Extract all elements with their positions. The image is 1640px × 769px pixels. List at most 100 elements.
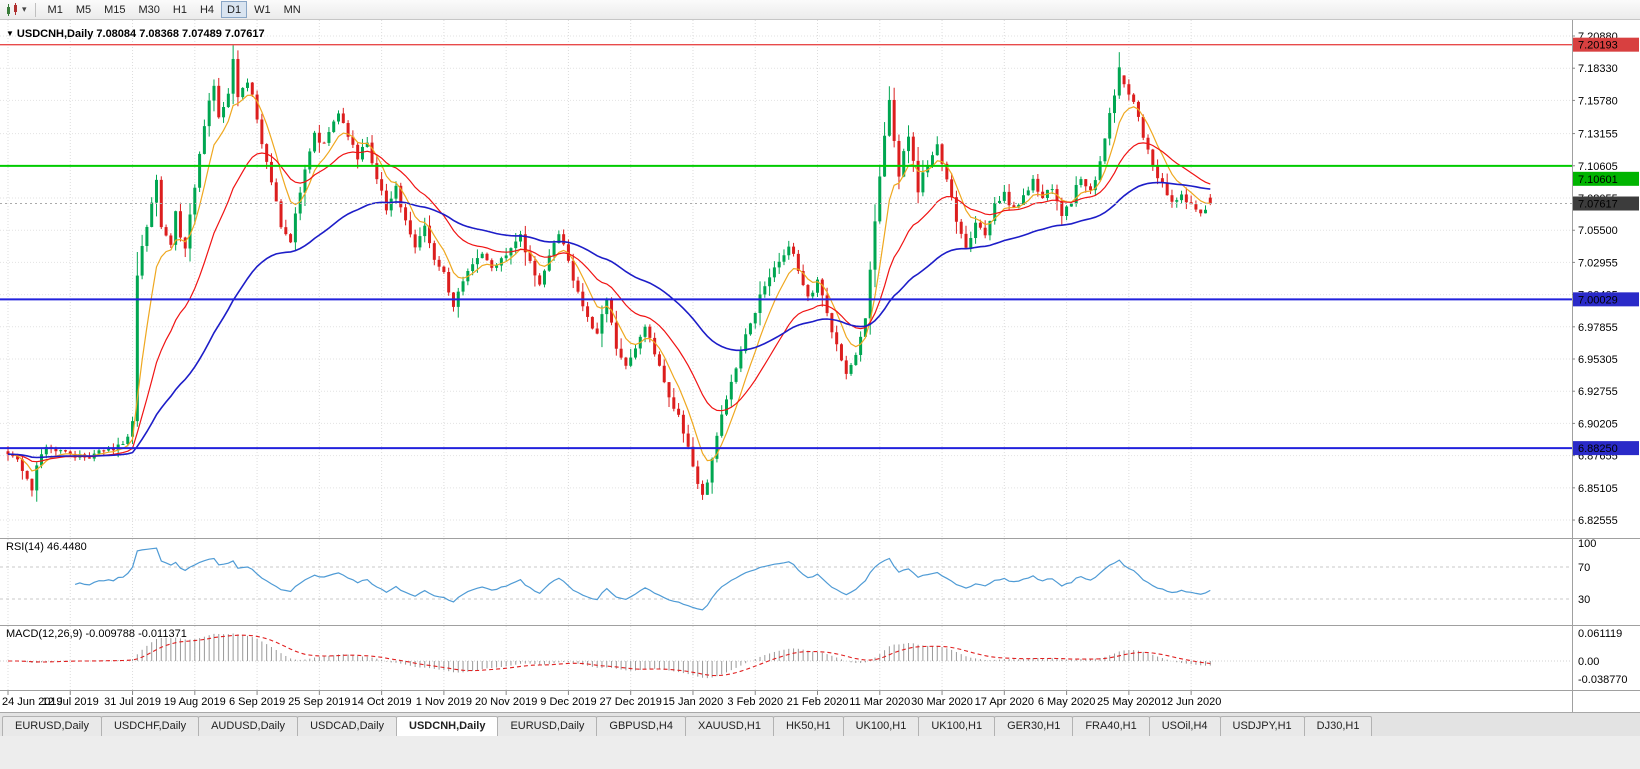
ma-slow-line — [7, 181, 1211, 459]
timeframe-group: M1 M5 M15 M30 H1 H4 D1 W1 MN — [42, 1, 307, 18]
svg-text:7.05500: 7.05500 — [1578, 225, 1618, 237]
chart-title: ▼ USDCNH,Daily 7.08084 7.08368 7.07489 7.… — [6, 28, 265, 40]
rsi-line — [74, 547, 1211, 611]
rsi-label: RSI(14) 46.4480 — [6, 541, 87, 553]
macd-panel — [0, 633, 1572, 679]
svg-text:25 Sep 2019: 25 Sep 2019 — [288, 696, 350, 708]
timeframe-button-w1[interactable]: W1 — [248, 1, 277, 18]
svg-text:12 Jun 2020: 12 Jun 2020 — [1161, 696, 1222, 708]
rsi-panel — [0, 547, 1572, 611]
chart-type-icon[interactable] — [4, 2, 22, 18]
svg-text:0.061119: 0.061119 — [1578, 628, 1622, 640]
svg-text:6.85105: 6.85105 — [1578, 483, 1618, 495]
chart-type-dropdown-icon[interactable]: ▾ — [22, 4, 27, 14]
svg-text:21 Feb 2020: 21 Feb 2020 — [787, 696, 849, 708]
svg-text:12 Jul 2019: 12 Jul 2019 — [42, 696, 99, 708]
svg-text:9 Dec 2019: 9 Dec 2019 — [540, 696, 596, 708]
collapse-chart-icon[interactable]: ▼ — [6, 29, 14, 38]
chart-area[interactable]: 7.208807.183307.157807.131557.106057.080… — [0, 20, 1640, 712]
ohlc-open: 7.08084 — [96, 28, 137, 40]
chart-tab-ger30-h1[interactable]: GER30,H1 — [994, 716, 1074, 736]
svg-text:30 Mar 2020: 30 Mar 2020 — [911, 696, 973, 708]
timeframe-button-m5[interactable]: M5 — [70, 1, 97, 18]
timeframe-button-m15[interactable]: M15 — [98, 1, 131, 18]
macd-signal-line — [8, 634, 1211, 677]
ohlc-high: 7.08368 — [139, 28, 179, 40]
svg-text:20 Nov 2019: 20 Nov 2019 — [475, 696, 537, 708]
svg-text:100: 100 — [1578, 538, 1596, 550]
svg-text:7.00029: 7.00029 — [1578, 294, 1618, 306]
chart-tab-usdcnh-daily[interactable]: USDCNH,Daily — [396, 716, 499, 736]
timeframe-button-m30[interactable]: M30 — [133, 1, 166, 18]
svg-text:6.90205: 6.90205 — [1578, 418, 1618, 430]
rsi-name: RSI(14) — [6, 541, 44, 553]
svg-text:-0.038770: -0.038770 — [1578, 674, 1628, 686]
chart-tab-uk100-h1[interactable]: UK100,H1 — [842, 716, 920, 736]
chart-tab-audusd-daily[interactable]: AUDUSD,Daily — [198, 716, 299, 736]
svg-text:6 May 2020: 6 May 2020 — [1038, 696, 1095, 708]
svg-text:0.00: 0.00 — [1578, 656, 1599, 668]
svg-text:17 Apr 2020: 17 Apr 2020 — [975, 696, 1034, 708]
timeframe-button-d1[interactable]: D1 — [221, 1, 248, 18]
macd-values: -0.009788 -0.011371 — [85, 628, 187, 640]
ohlc-low: 7.07489 — [182, 28, 222, 40]
chart-tab-uk100-h1[interactable]: UK100,H1 — [918, 716, 996, 736]
chart-tab-fra40-h1[interactable]: FRA40,H1 — [1072, 716, 1150, 736]
price-badges: 7.20193 7.10601 7.00029 6.88250 7.07617 — [1573, 37, 1639, 456]
svg-text:6.97855: 6.97855 — [1578, 322, 1618, 334]
chart-tab-eurusd-daily[interactable]: EURUSD,Daily — [497, 716, 598, 736]
chart-tab-xauusd-h1[interactable]: XAUUSD,H1 — [684, 716, 774, 736]
ma-medium-line — [7, 142, 1211, 463]
timeframe-button-m1[interactable]: M1 — [42, 1, 69, 18]
svg-text:7.10601: 7.10601 — [1578, 174, 1618, 186]
svg-text:30: 30 — [1578, 594, 1590, 606]
chart-tab-usoil-h4[interactable]: USOil,H4 — [1148, 716, 1221, 736]
svg-text:11 Mar 2020: 11 Mar 2020 — [849, 696, 910, 708]
toolbar: ▾ M1 M5 M15 M30 H1 H4 D1 W1 MN — [0, 0, 1640, 20]
ma-fast-line — [7, 94, 1211, 472]
chart-tab-usdcad-daily[interactable]: USDCAD,Daily — [297, 716, 398, 736]
chart-tab-bar: EURUSD,Daily USDCHF,Daily AUDUSD,Daily USDC… — [0, 712, 1640, 736]
svg-text:6 Sep 2019: 6 Sep 2019 — [229, 696, 285, 708]
panel-separators — [0, 20, 1640, 712]
svg-text:1 Nov 2019: 1 Nov 2019 — [416, 696, 472, 708]
macd-name: MACD(12,26,9) — [6, 628, 83, 640]
svg-text:14 Oct 2019: 14 Oct 2019 — [352, 696, 412, 708]
svg-text:24 Jun 2019: 24 Jun 2019 — [2, 696, 63, 708]
svg-text:15 Jan 2020: 15 Jan 2020 — [663, 696, 724, 708]
chart-canvas[interactable]: 7.208807.183307.157807.131557.106057.080… — [0, 20, 1640, 712]
horizontal-lines — [0, 43, 1572, 450]
chart-tab-usdchf-daily[interactable]: USDCHF,Daily — [100, 716, 200, 736]
svg-text:7.02955: 7.02955 — [1578, 257, 1618, 269]
svg-text:3 Feb 2020: 3 Feb 2020 — [727, 696, 783, 708]
svg-text:25 May 2020: 25 May 2020 — [1097, 696, 1161, 708]
chart-symbol: USDCNH,Daily — [16, 28, 94, 40]
chart-tab-gbpusd-h4[interactable]: GBPUSD,H4 — [596, 716, 686, 736]
svg-text:27 Dec 2019: 27 Dec 2019 — [600, 696, 662, 708]
svg-text:7.18330: 7.18330 — [1578, 63, 1618, 75]
svg-text:6.95305: 6.95305 — [1578, 354, 1618, 366]
timeframe-button-mn[interactable]: MN — [278, 1, 307, 18]
chart-tab-dj30-h1[interactable]: DJ30,H1 — [1303, 716, 1373, 736]
chart-tab-eurusd-daily[interactable]: EURUSD,Daily — [2, 716, 102, 736]
svg-text:6.88250: 6.88250 — [1578, 443, 1618, 455]
toolbar-separator — [34, 2, 36, 17]
timeframe-button-h4[interactable]: H4 — [194, 1, 220, 18]
svg-text:6.82555: 6.82555 — [1578, 515, 1618, 527]
ohlc-close: 7.07617 — [224, 28, 265, 40]
svg-text:7.10605: 7.10605 — [1578, 161, 1618, 173]
chart-tab-hk50-h1[interactable]: HK50,H1 — [772, 716, 844, 736]
svg-text:6.92755: 6.92755 — [1578, 386, 1618, 398]
rsi-value: 46.4480 — [46, 541, 87, 553]
chart-tab-usdjpy-h1[interactable]: USDJPY,H1 — [1219, 716, 1305, 736]
status-area — [0, 736, 1640, 769]
svg-text:7.13155: 7.13155 — [1578, 129, 1618, 141]
svg-text:7.15780: 7.15780 — [1578, 95, 1618, 107]
svg-text:70: 70 — [1578, 562, 1590, 574]
timeframe-button-h1[interactable]: H1 — [167, 1, 193, 18]
macd-label: MACD(12,26,9) -0.009788 -0.011371 — [6, 628, 187, 640]
svg-text:7.07617: 7.07617 — [1578, 199, 1618, 211]
svg-text:19 Aug 2019: 19 Aug 2019 — [164, 696, 226, 708]
svg-text:31 Jul 2019: 31 Jul 2019 — [104, 696, 161, 708]
